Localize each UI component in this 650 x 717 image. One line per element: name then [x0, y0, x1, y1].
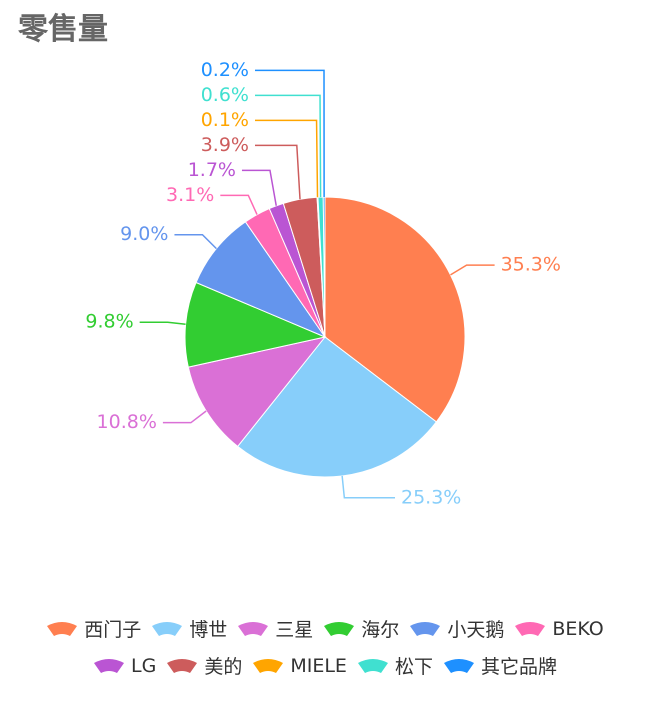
pie-slice — [195, 221, 327, 339]
leader-line — [162, 410, 207, 424]
legend-item[interactable]: LG — [93, 652, 156, 679]
legend-swatch — [238, 621, 269, 636]
legend-swatch — [443, 658, 474, 673]
legend-label: 博世 — [189, 619, 228, 641]
data-label: 0.1% — [201, 109, 249, 131]
legend-swatch — [94, 658, 125, 673]
leader-line — [255, 119, 319, 198]
legend-label: 三星 — [275, 619, 314, 641]
legend-item[interactable]: 美的 — [166, 652, 242, 679]
legend-label: 美的 — [204, 656, 243, 678]
legend-label: 松下 — [394, 656, 433, 678]
leader-line — [220, 194, 258, 215]
leader-line — [255, 144, 301, 200]
legend-icon — [357, 658, 388, 673]
data-label: 3.1% — [166, 184, 214, 206]
chart-title: 零售量 — [18, 12, 108, 47]
legend-icon — [324, 621, 355, 636]
leader-line — [255, 94, 322, 198]
legend-icon — [167, 658, 198, 673]
legend-icon — [515, 621, 546, 636]
leader-line — [139, 321, 186, 325]
pie-slice — [236, 336, 438, 478]
legend-item[interactable]: BEKO — [514, 615, 604, 642]
legend-swatch — [152, 621, 183, 636]
legend: 西门子 博世 三星 海尔 小天鹅 BEKO LG 美的 MIELE 松下 其它品牌 — [20, 615, 630, 679]
data-label: 3.9% — [201, 134, 249, 156]
data-label: 25.3% — [401, 486, 461, 508]
legend-icon — [47, 621, 78, 636]
leader-line — [255, 69, 325, 198]
legend-item[interactable]: MIELE — [252, 652, 347, 679]
legend-item[interactable]: 其它品牌 — [443, 652, 557, 679]
legend-item[interactable]: 博世 — [151, 615, 227, 642]
legend-swatch — [167, 658, 198, 673]
legend-swatch — [515, 621, 546, 636]
legend-label: 小天鹅 — [447, 619, 505, 641]
data-label: 9.0% — [120, 223, 168, 245]
legend-item[interactable]: 海尔 — [323, 615, 399, 642]
data-label: 0.2% — [201, 59, 249, 81]
pie-slice — [184, 281, 327, 368]
legend-item[interactable]: 西门子 — [46, 615, 141, 642]
legend-swatch — [324, 621, 355, 636]
legend-item[interactable]: 小天鹅 — [409, 615, 504, 642]
data-label: 35.3% — [501, 254, 561, 276]
leader-line — [174, 233, 217, 250]
legend-swatch — [357, 658, 388, 673]
legend-label: MIELE — [290, 654, 347, 677]
legend-swatch — [253, 658, 284, 673]
legend-label: LG — [131, 654, 157, 677]
legend-label: BEKO — [552, 617, 604, 640]
legend-icon — [94, 658, 125, 673]
legend-label: 西门子 — [84, 619, 142, 641]
legend-swatch — [410, 621, 441, 636]
chart: 35.3% 25.3% 10.8% 9.8% 9.0% 3.1% 1.7% 3.9% 0.1% 0… — [85, 59, 561, 508]
data-label: 9.8% — [85, 311, 133, 333]
leader-line — [341, 475, 395, 499]
legend-label: 海尔 — [361, 619, 400, 641]
legend-icon — [152, 621, 183, 636]
legend-swatch — [47, 621, 78, 636]
leader-line — [241, 169, 277, 206]
data-label: 0.6% — [201, 84, 249, 106]
legend-icon — [238, 621, 269, 636]
legend-item[interactable]: 三星 — [237, 615, 313, 642]
legend-item[interactable]: 松下 — [357, 652, 433, 679]
leader-line — [450, 264, 495, 276]
legend-icon — [253, 658, 284, 673]
legend-label: 其它品牌 — [480, 656, 557, 678]
legend-icon — [410, 621, 441, 636]
data-label: 10.8% — [97, 411, 157, 433]
data-label: 1.7% — [188, 159, 236, 181]
legend-icon — [443, 658, 474, 673]
